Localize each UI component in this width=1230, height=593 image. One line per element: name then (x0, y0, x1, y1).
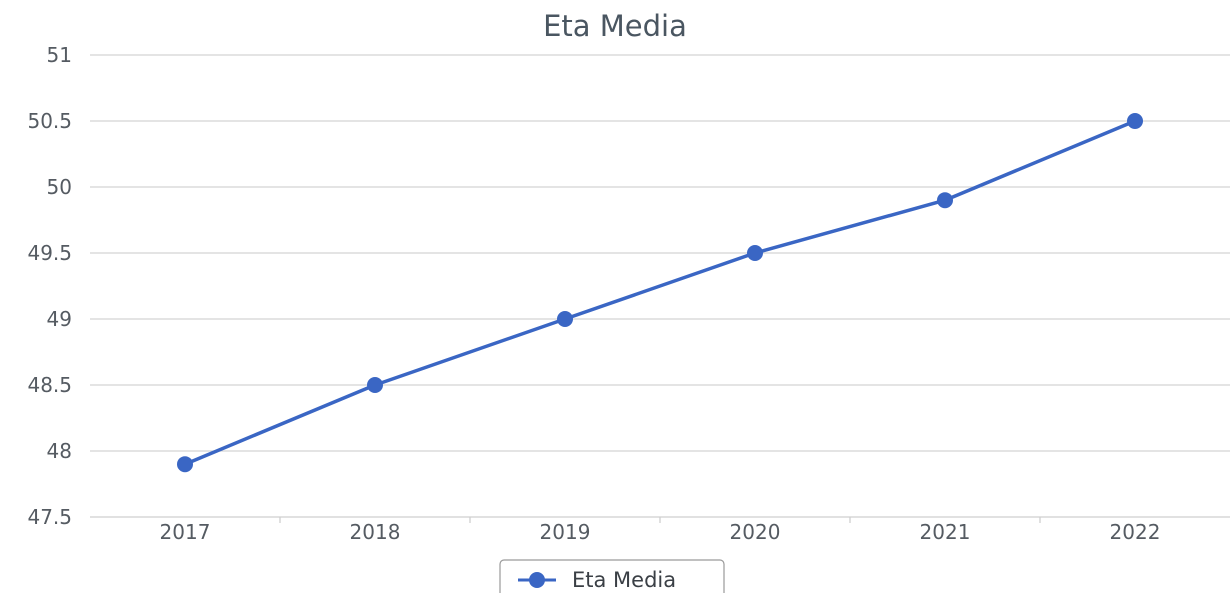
y-tick-label: 48.5 (27, 373, 72, 397)
data-point (937, 192, 953, 209)
y-tick-label: 47.5 (27, 505, 72, 529)
x-tick-label: 2018 (350, 520, 401, 544)
x-tick-label: 2020 (730, 520, 781, 544)
x-axis-ticks: 2017 2018 2019 2020 2021 2022 (160, 517, 1161, 544)
data-point (367, 377, 383, 393)
y-tick-label: 48 (47, 439, 72, 463)
chart-title: Eta Media (543, 9, 687, 43)
y-tick-label: 51 (47, 43, 72, 67)
y-tick-label: 49 (47, 307, 72, 331)
y-tick-label: 49.5 (27, 241, 72, 265)
data-point (557, 311, 573, 327)
x-tick-label: 2022 (1110, 520, 1161, 544)
legend-box (499, 559, 725, 593)
series-eta-media (177, 113, 1143, 473)
y-axis-ticks: 47.5 48 48.5 49 49.5 50 50.5 51 (27, 43, 72, 529)
legend-series-label: Eta Media (572, 568, 676, 592)
x-tick-label: 2017 (160, 520, 211, 544)
y-tick-label: 50.5 (27, 109, 72, 133)
series-line (183, 119, 1137, 466)
data-point (177, 456, 193, 473)
gridlines (90, 54, 1230, 518)
x-tick-label: 2021 (920, 520, 971, 544)
data-point (1127, 113, 1143, 129)
legend[interactable]: Eta Media (499, 559, 725, 593)
x-tick-label: 2019 (540, 520, 591, 544)
y-tick-label: 50 (47, 175, 72, 199)
legend-series-marker-icon (529, 572, 545, 588)
data-point (747, 245, 763, 261)
